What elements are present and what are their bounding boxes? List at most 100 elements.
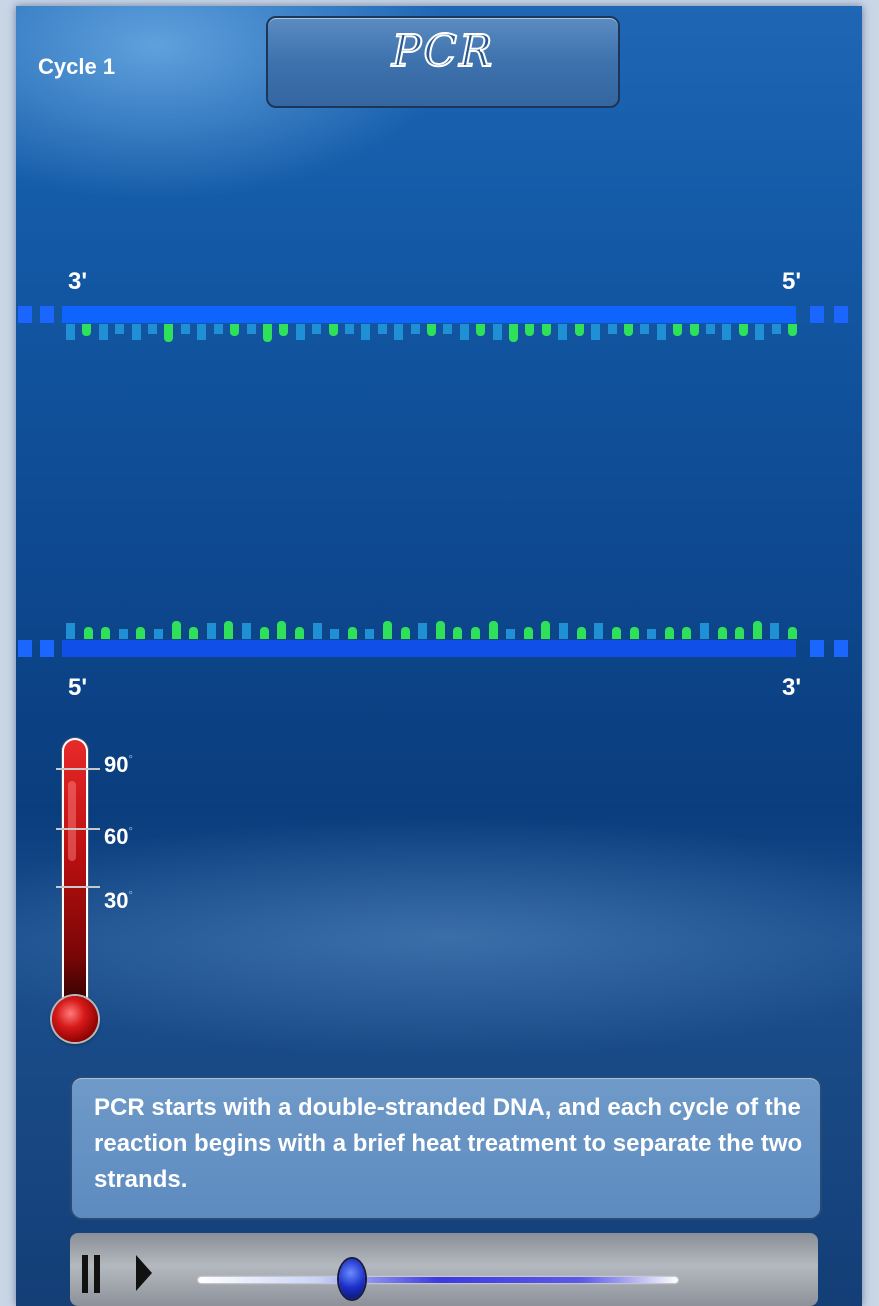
bottom-strand-backbone	[62, 640, 796, 657]
top-strand-base-green	[263, 324, 272, 342]
bottom-strand-base-green	[348, 627, 357, 639]
bottom-strand-base-green	[577, 627, 586, 639]
top-strand-base-green	[427, 324, 436, 336]
bottom-strand-base-green	[718, 627, 727, 639]
bottom-strand-base-green	[401, 627, 410, 639]
top-strand-base-blue	[99, 324, 108, 340]
bottom-strand-base-blue	[594, 623, 603, 639]
top-strand-base-green	[279, 324, 288, 336]
top-strand-right-label: 5'	[782, 268, 802, 295]
top-strand-base-green	[82, 324, 91, 336]
bottom-strand-base-green	[541, 621, 550, 639]
top-strand-base-blue	[345, 324, 354, 334]
top-strand-base-blue	[312, 324, 321, 334]
top-strand-base-green	[739, 324, 748, 336]
top-strand-base-blue	[296, 324, 305, 340]
bottom-strand-base-green	[189, 627, 198, 639]
thermometer-tube	[62, 738, 88, 1010]
bottom-strand-left-label: 5'	[68, 674, 88, 701]
top-strand-backbone	[62, 306, 796, 323]
playback-controls	[70, 1233, 818, 1306]
thermometer-tick-30	[56, 886, 100, 888]
progress-slider-track[interactable]	[198, 1277, 678, 1283]
top-strand-base-blue	[247, 324, 256, 334]
title-panel: PCR	[266, 16, 620, 108]
pause-icon[interactable]	[82, 1255, 102, 1293]
top-strand-base-green	[230, 324, 239, 336]
top-strand-base-green	[476, 324, 485, 336]
top-strand-base-blue	[66, 324, 75, 340]
bottom-strand-base-blue	[154, 629, 163, 639]
top-strand-left-label: 3'	[68, 268, 88, 295]
bottom-strand-base-green	[735, 627, 744, 639]
top-strand-base-blue	[443, 324, 452, 334]
top-strand-stub-right-1	[810, 306, 824, 323]
bottom-strand-base-blue	[313, 623, 322, 639]
caption-panel: PCR starts with a double-stranded DNA, a…	[70, 1076, 822, 1220]
top-strand-stub-right-2	[834, 306, 848, 323]
top-strand-base-green	[673, 324, 682, 336]
progress-slider-knob[interactable]	[339, 1259, 365, 1299]
top-strand-base-blue	[755, 324, 764, 340]
top-strand-base-green	[788, 324, 797, 336]
bottom-strand-base-green	[224, 621, 233, 639]
bottom-strand-base-blue	[700, 623, 709, 639]
bottom-strand-base-green	[788, 627, 797, 639]
play-icon[interactable]	[136, 1255, 152, 1291]
animation-stage: Cycle 1 PCR 3' 5' 5' 3' 90° 60° 30°	[16, 6, 862, 1306]
top-strand-base-blue	[460, 324, 469, 340]
top-strand-base-blue	[115, 324, 124, 334]
bottom-strand-base-green	[260, 627, 269, 639]
top-strand-base-blue	[657, 324, 666, 340]
bottom-strand-right-label: 3'	[782, 674, 802, 701]
top-strand-base-blue	[591, 324, 600, 340]
bottom-strand-base-green	[383, 621, 392, 639]
thermometer-label-30: 30°	[104, 888, 133, 913]
bottom-strand-base-green	[630, 627, 639, 639]
bottom-strand-stub-right-2	[834, 640, 848, 657]
thermometer-label-60: 60°	[104, 824, 133, 849]
bottom-strand-stub-left-2	[40, 640, 54, 657]
cycle-label: Cycle 1	[38, 54, 116, 79]
bottom-strand-base-green	[277, 621, 286, 639]
bottom-strand-base-green	[84, 627, 93, 639]
top-strand-base-blue	[214, 324, 223, 334]
top-strand-base-blue	[197, 324, 206, 340]
bottom-strand-base-green	[101, 627, 110, 639]
bottom-strand-base-green	[436, 621, 445, 639]
top-strand-base-blue	[493, 324, 502, 340]
top-strand-base-green	[542, 324, 551, 336]
bottom-strand-base-blue	[506, 629, 515, 639]
top-strand-base-blue	[558, 324, 567, 340]
top-strand-stub-left-1	[18, 306, 32, 323]
bottom-strand-base-blue	[242, 623, 251, 639]
page-title: PCR	[391, 25, 495, 78]
bottom-strand-base-green	[471, 627, 480, 639]
top-strand-base-blue	[706, 324, 715, 334]
top-strand-base-blue	[411, 324, 420, 334]
top-strand-base-blue	[772, 324, 781, 334]
bottom-strand-base-blue	[119, 629, 128, 639]
bottom-strand-base-blue	[770, 623, 779, 639]
bottom-strand-base-green	[489, 621, 498, 639]
bottom-strand-base-green	[612, 627, 621, 639]
top-strand-base-green	[164, 324, 173, 342]
top-strand-base-green	[509, 324, 518, 342]
top-strand-base-blue	[640, 324, 649, 334]
bottom-strand-base-green	[295, 627, 304, 639]
bottom-strand-stub-left-1	[18, 640, 32, 657]
top-strand-base-blue	[132, 324, 141, 340]
bottom-strand-base-green	[753, 621, 762, 639]
top-strand-base-green	[525, 324, 534, 336]
bottom-strand-base-blue	[418, 623, 427, 639]
bottom-strand-base-blue	[647, 629, 656, 639]
thermometer-shine	[68, 781, 76, 861]
top-strand-base-blue	[394, 324, 403, 340]
top-strand-base-green	[329, 324, 338, 336]
bottom-strand-base-blue	[207, 623, 216, 639]
top-strand-base-green	[624, 324, 633, 336]
bottom-strand-base-blue	[330, 629, 339, 639]
bottom-strand-base-green	[136, 627, 145, 639]
top-strand-base-blue	[148, 324, 157, 334]
